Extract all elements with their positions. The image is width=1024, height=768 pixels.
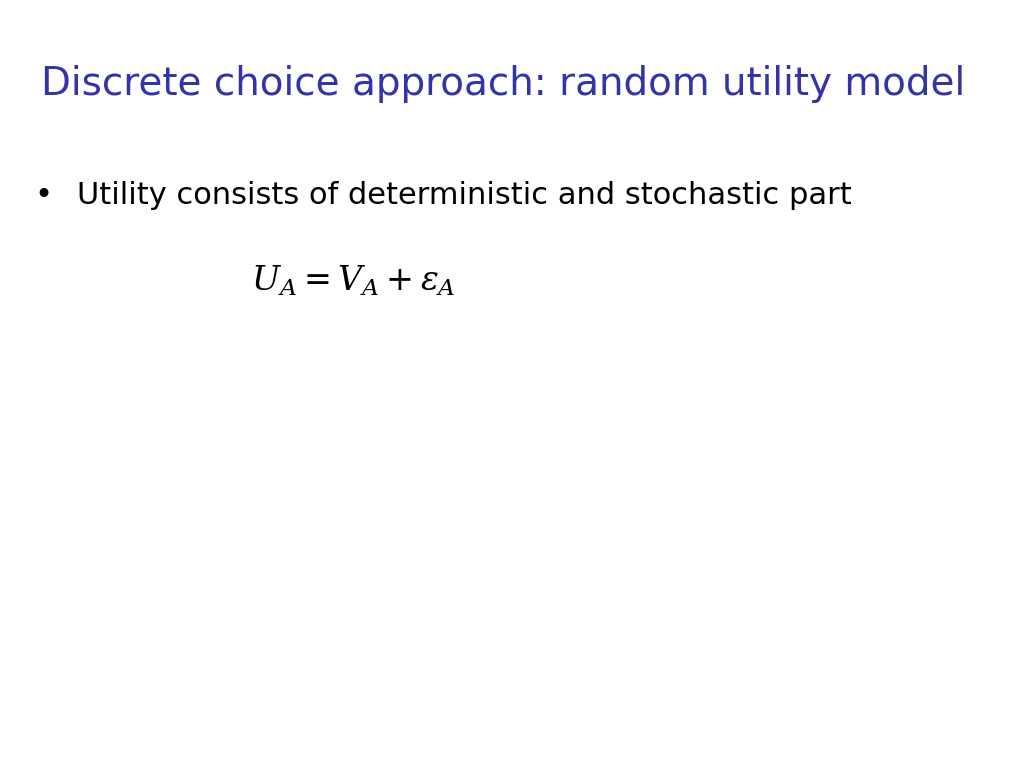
- Text: •: •: [34, 181, 52, 210]
- Text: Discrete choice approach: random utility model: Discrete choice approach: random utility…: [41, 65, 966, 103]
- Text: Utility consists of deterministic and stochastic part: Utility consists of deterministic and st…: [77, 181, 852, 210]
- Text: $U_A = V_A + \varepsilon_A$: $U_A = V_A + \varepsilon_A$: [251, 263, 456, 297]
